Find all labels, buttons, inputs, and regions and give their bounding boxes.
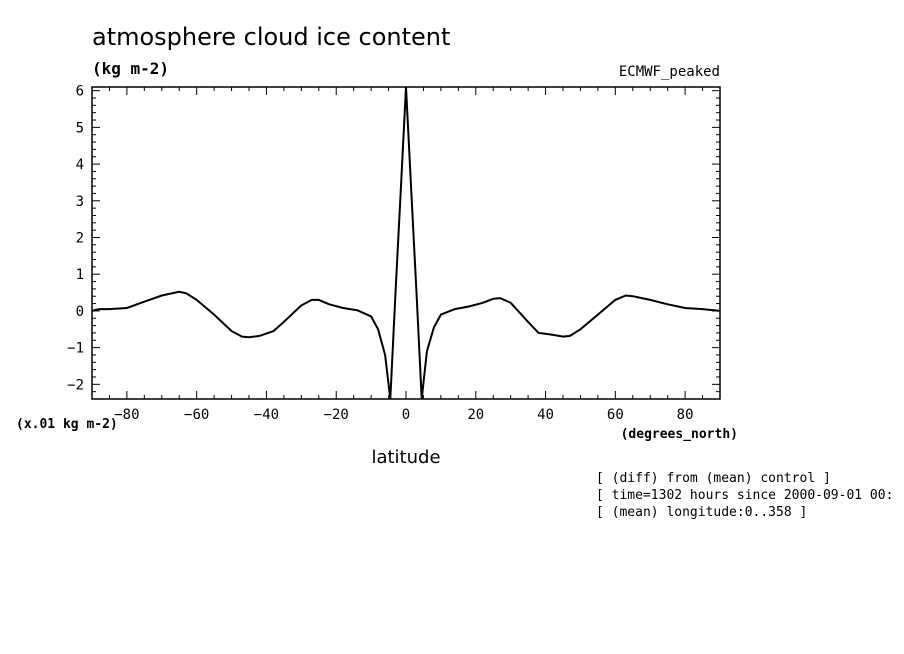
x-tick-label: 0	[402, 407, 410, 423]
y-tick-label: 2	[76, 230, 84, 246]
y-tick-label: 3	[76, 194, 84, 210]
x-axis-label: latitude	[371, 447, 440, 468]
x-tick-label: −20	[324, 407, 349, 423]
x-tick-label: 60	[607, 407, 624, 423]
y-tick-label: 5	[76, 120, 84, 136]
series-line	[91, 86, 721, 400]
units-label: (kg m-2)	[92, 59, 169, 78]
x-tick-label: 20	[467, 407, 484, 423]
y-tick-label: −1	[67, 341, 84, 357]
note-time: [ time=1302 hours since 2000-09-01 00:	[596, 488, 893, 503]
x-unit-label: (degrees_north)	[621, 427, 738, 442]
x-tick-label: −80	[114, 407, 139, 423]
x-tick-label: −40	[254, 407, 279, 423]
x-tick-label: −60	[184, 407, 209, 423]
y-tick-label: 4	[76, 157, 84, 173]
x-tick-label: 80	[677, 407, 694, 423]
note-longitude: [ (mean) longitude:0..358 ]	[596, 505, 807, 520]
chart-title: atmosphere cloud ice content	[92, 23, 450, 51]
x-tick-label: 40	[537, 407, 554, 423]
y-tick-label: 0	[76, 304, 84, 320]
y-tick-label: −2	[67, 377, 84, 393]
experiment-label: ECMWF_peaked	[619, 64, 720, 80]
y-tick-labels: −2 −1 0 1 2 3 4 5 6	[67, 84, 84, 394]
y-scale-label: (x.01 kg m-2)	[16, 417, 118, 432]
plot-frame	[91, 86, 721, 400]
y-tick-label: 1	[76, 267, 84, 283]
note-diff: [ (diff) from (mean) control ]	[596, 471, 831, 486]
axis-ticks	[91, 87, 721, 400]
x-tick-labels: −80 −60 −40 −20 0 20 40 60 80	[114, 407, 693, 423]
y-tick-label: 6	[76, 84, 84, 100]
